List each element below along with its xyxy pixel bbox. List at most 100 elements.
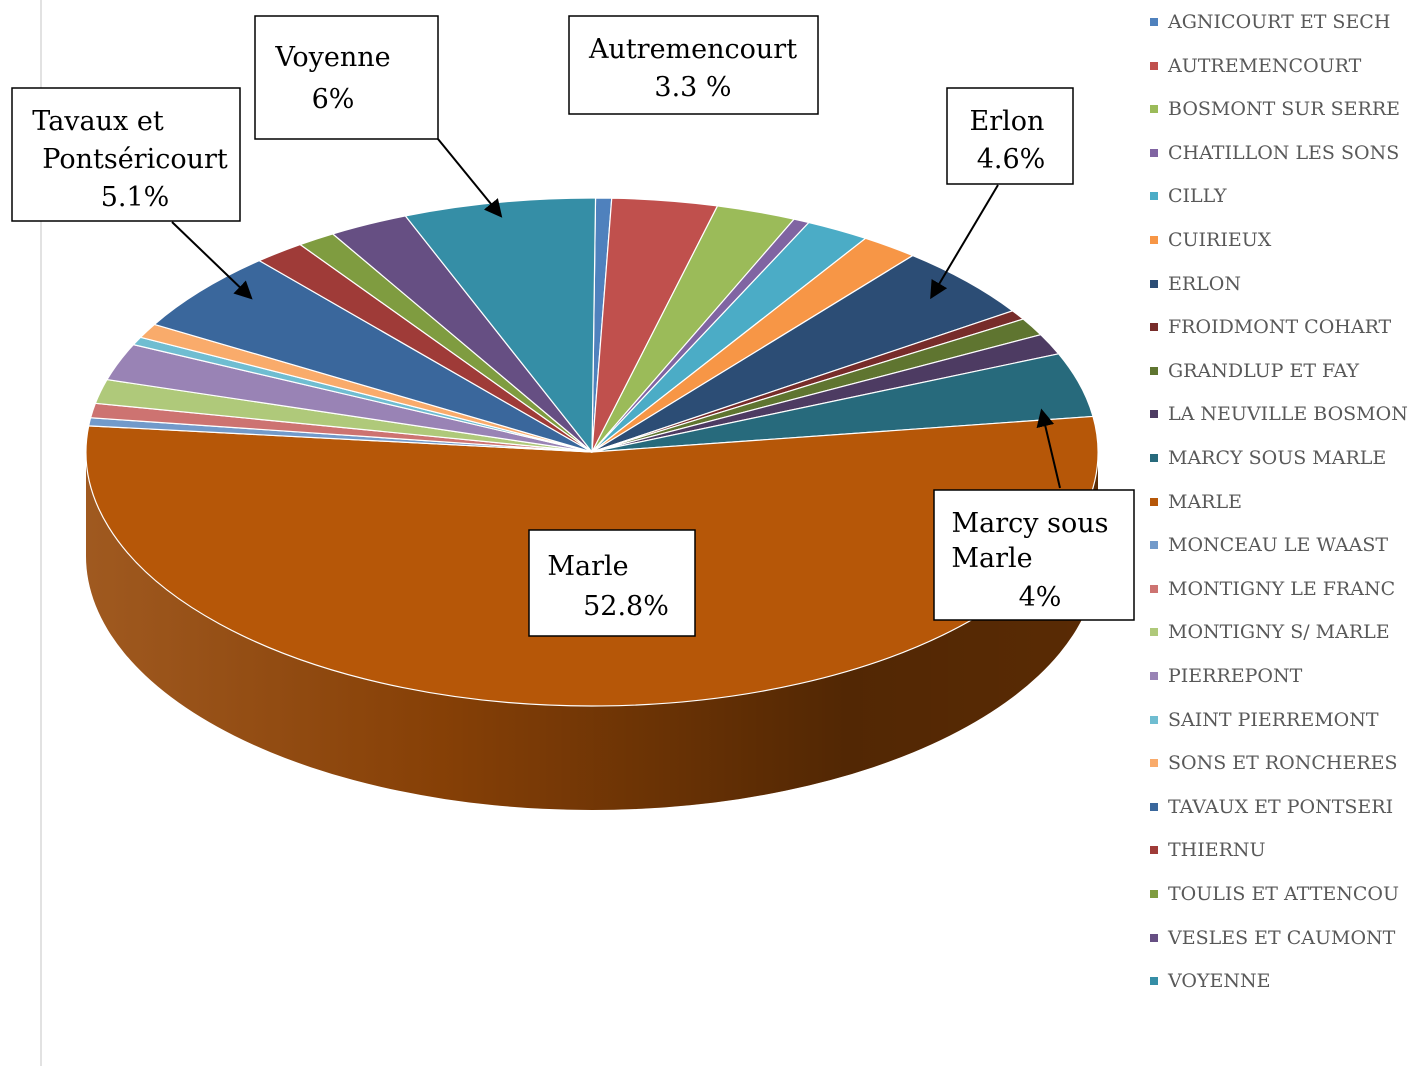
legend-item-agnicourt-et-sech: AGNICOURT ET SECH [1150,7,1390,37]
callout-box-marcy [933,489,1135,621]
legend-swatch-grandlup-et-fay [1150,366,1158,375]
legend-label-marcy-sous-marle: MARCY SOUS MARLE [1168,447,1387,469]
legend-swatch-bosmont-sur-serre [1150,105,1158,114]
callout-text-autremencourt-0: Autremencourt [588,34,797,65]
legend-swatch-marcy-sous-marle [1150,454,1158,462]
legend-item-voyenne: VOYENNE [1150,966,1271,996]
legend-label-erlon: ERLON [1168,272,1241,295]
legend-item-chatillon-les-sons: CHATILLON LES SONS [1150,138,1399,168]
legend-item-cuirieux: CUIRIEUX [1150,225,1271,255]
legend-item-thiernu: THIERNU [1150,835,1266,865]
legend-label-saint-pierremont: SAINT PIERREMONT [1168,708,1379,731]
legend-swatch-voyenne [1150,977,1158,986]
legend-label-autremencourt: AUTREMENCOURT [1168,54,1362,77]
legend-swatch-chatillon-les-sons [1150,148,1158,157]
legend-label-marle: MARLE [1168,490,1242,513]
callout-box-erlon [946,87,1074,185]
callout-box-autremencourt [568,15,819,115]
callout-text-autremencourt-1: 3.3 % [654,72,731,103]
callout-text-erlon-0: Erlon [970,106,1045,137]
pie-slice-tavaux-et-pontseri [153,260,593,453]
legend-swatch-saint-pierremont [1150,715,1158,724]
legend-swatch-erlon [1150,279,1158,288]
legend-item-froidmont-cohart: FROIDMONT COHART [1150,312,1391,342]
legend-label-cilly: CILLY [1168,185,1227,208]
legend-label-cuirieux: CUIRIEUX [1168,229,1272,251]
callout-arrow-tavaux [171,221,253,300]
legend-item-autremencourt: AUTREMENCOURT [1150,51,1361,81]
legend-swatch-toulis-et-attencou [1150,890,1158,898]
callout-box-marle [528,529,696,637]
callout-box-voyenne [254,15,439,140]
legend-item-bosmont-sur-serre: BOSMONT SUR SERRE [1150,94,1400,124]
legend-label-monceau-le-waast: MONCEAU LE WAAST [1168,534,1389,557]
legend-swatch-tavaux-et-pontseri [1150,802,1158,811]
legend-swatch-marle [1150,497,1158,506]
legend-label-chatillon-les-sons: CHATILLON LES SONS [1168,141,1400,164]
legend-label-bosmont-sur-serre: BOSMONT SUR SERRE [1168,98,1401,121]
callout-erlon: Erlon 4.6% [930,87,1074,300]
callout-box-tavaux [11,87,241,222]
legend-swatch-vesles-et-caumont [1150,933,1158,942]
callout-text-marcy-2: 4% [1019,582,1062,613]
legend-item-cilly: CILLY [1150,181,1227,211]
legend-swatch-montigny-le-franc [1150,584,1158,593]
pie-side-shading [86,452,1098,810]
legend-item-toulis-et-attencou: TOULIS ET ATTENCOU [1150,879,1399,909]
legend-swatch-froidmont-cohart [1150,323,1158,332]
legend-label-pierrepont: PIERREPONT [1168,665,1303,687]
callout-text-tavaux-1: Pontséricourt [42,144,228,175]
callout-arrow-marcy [1036,408,1061,489]
legend-swatch-sons-et-roncheres [1150,759,1158,768]
legend-item-marcy-sous-marle: MARCY SOUS MARLE [1150,443,1386,473]
legend-label-froidmont-cohart: FROIDMONT COHART [1168,316,1392,339]
legend-swatch-cuirieux [1150,236,1158,244]
legend-item-monceau-le-waast: MONCEAU LE WAAST [1150,530,1388,560]
callout-marle: Marle 52.8% [528,529,696,637]
legend-item-tavaux-et-pontseri: TAVAUX ET PONTSERI [1150,792,1393,822]
legend-item-grandlup-et-fay: GRANDLUP ET FAY [1150,356,1359,386]
legend-label-agnicourt-et-sech: AGNICOURT ET SECH [1168,11,1391,33]
legend-label-montigny-s-marle: MONTIGNY S/ MARLE [1168,621,1390,644]
legend-item-la-neuville-bosmon: LA NEUVILLE BOSMON [1150,399,1408,429]
legend-label-la-neuville-bosmon: LA NEUVILLE BOSMON [1168,403,1408,426]
legend-swatch-monceau-le-waast [1150,541,1158,550]
legend-swatch-autremencourt [1150,61,1158,70]
page-margin-rule [40,0,42,1066]
callout-text-marcy-1: Marle [951,543,1032,574]
callout-text-voyenne-0: Voyenne [274,42,390,73]
legend-swatch-montigny-s-marle [1150,628,1158,637]
legend-item-sons-et-roncheres: SONS ET RONCHERES [1150,748,1398,778]
legend-swatch-la-neuville-bosmon [1150,410,1158,419]
legend-item-marle: MARLE [1150,487,1242,517]
legend-item-vesles-et-caumont: VESLES ET CAUMONT [1150,923,1395,953]
callout-text-marcy-0: Marcy sous [952,508,1109,539]
legend-item-pierrepont: PIERREPONT [1150,661,1302,691]
callout-text-tavaux-2: 5.1% [101,182,170,213]
callout-text-marle-1: 52.8% [583,591,669,622]
callout-tavaux: Tavaux et Pontséricourt 5.1% [11,87,253,300]
legend-swatch-pierrepont [1150,672,1158,680]
legend-item-montigny-le-franc: MONTIGNY LE FRANC [1150,574,1395,604]
legend-label-sons-et-roncheres: SONS ET RONCHERES [1168,752,1398,775]
callout-arrow-voyenne [437,138,503,218]
legend-label-grandlup-et-fay: GRANDLUP ET FAY [1168,359,1360,382]
legend-label-toulis-et-attencou: TOULIS ET ATTENCOU [1168,883,1400,905]
legend-item-saint-pierremont: SAINT PIERREMONT [1150,705,1379,735]
legend-swatch-agnicourt-et-sech [1150,18,1158,26]
legend-label-thiernu: THIERNU [1168,839,1266,862]
legend-label-montigny-le-franc: MONTIGNY LE FRANC [1168,577,1396,600]
callout-arrow-erlon [930,184,999,300]
callout-text-tavaux-0: Tavaux et [32,106,164,137]
callout-marcy: Marcy sous Marle 4% [933,408,1135,621]
callout-text-marle-0: Marle [547,551,628,582]
legend-label-tavaux-et-pontseri: TAVAUX ET PONTSERI [1168,795,1394,818]
legend-item-erlon: ERLON [1150,269,1241,299]
callout-text-erlon-1: 4.6% [977,144,1046,175]
callout-text-voyenne-1: 6% [312,84,355,115]
callout-autremencourt: Autremencourt 3.3 % [568,15,819,115]
legend-item-montigny-s-marle: MONTIGNY S/ MARLE [1150,617,1390,647]
legend-swatch-cilly [1150,192,1158,201]
legend-label-vesles-et-caumont: VESLES ET CAUMONT [1168,926,1396,949]
